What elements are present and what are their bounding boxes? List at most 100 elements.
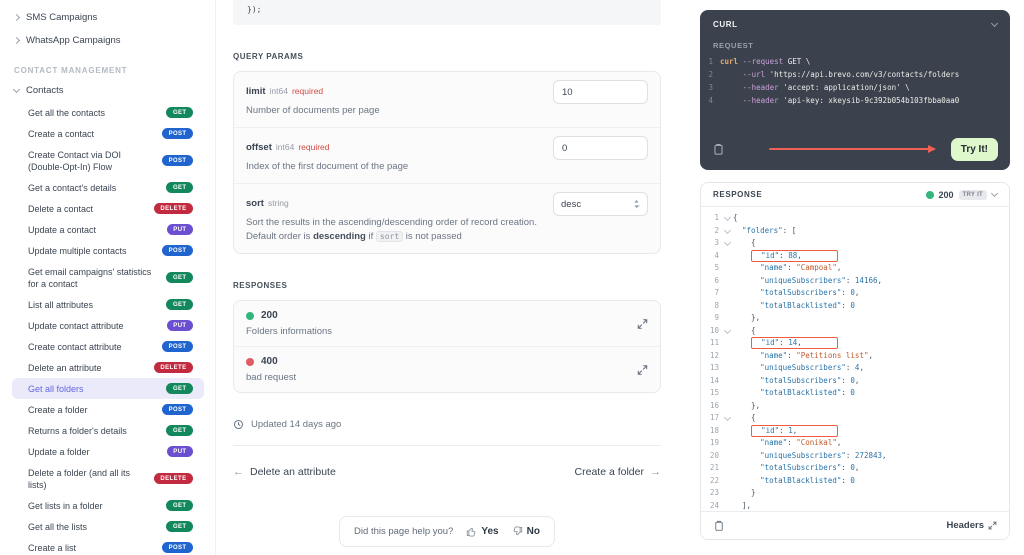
method-badge: GET	[166, 500, 193, 511]
sidebar-item-whatsapp-campaigns[interactable]: WhatsApp Campaigns	[0, 29, 215, 52]
sidebar-item-update-a-folder[interactable]: Update a folder PUT	[12, 441, 204, 462]
fold-gutter	[723, 262, 733, 275]
expand-icon[interactable]	[637, 364, 648, 375]
sidebar-item-create-contact-via-doi-double-opt-in-flow[interactable]: Create Contact via DOI (Double-Opt-In) F…	[12, 144, 204, 177]
code-token: :	[779, 338, 789, 347]
line-number: 21	[709, 463, 719, 472]
json-line-content: "totalBlacklisted": 0	[733, 300, 855, 313]
code-token	[733, 288, 760, 297]
sidebar-group-contacts[interactable]: Contacts	[0, 79, 215, 102]
param-description: Sort the results in the ascending/descen…	[246, 217, 537, 228]
sidebar-item-get-a-contact-s-details[interactable]: Get a contact's details GET	[12, 177, 204, 198]
copy-request-button[interactable]	[712, 143, 725, 156]
method-badge: POST	[162, 128, 193, 139]
method-badge: DELETE	[153, 362, 193, 373]
thumbs-down-icon	[512, 526, 523, 537]
code-token: "name"	[760, 263, 788, 272]
sidebar-item-get-email-campaigns-statistics-for-a-contact[interactable]: Get email campaigns' statistics for a co…	[12, 261, 204, 294]
line-number: 14	[709, 375, 719, 385]
code-token: ,	[854, 463, 860, 472]
json-line-content: },	[733, 312, 760, 325]
annotation-box: "id": 14,	[751, 337, 839, 349]
json-line: 1{	[701, 212, 1009, 225]
sidebar-item-label: SMS Campaigns	[26, 12, 98, 23]
code-token: {	[733, 413, 756, 422]
curl-line-content: --url 'https://api.brevo.com/v3/contacts…	[720, 68, 960, 81]
sidebar-item-get-lists-in-a-folder[interactable]: Get lists in a folder GET	[12, 495, 204, 516]
json-line-content: {	[733, 325, 756, 338]
fold-gutter	[723, 400, 733, 413]
sidebar-item-update-a-contact[interactable]: Update a contact PUT	[12, 219, 204, 240]
limit-input[interactable]	[553, 80, 648, 104]
chevron-down-icon[interactable]	[990, 189, 999, 198]
sidebar-item-create-a-folder[interactable]: Create a folder POST	[12, 399, 204, 420]
request-language-label: CURL	[713, 20, 738, 29]
expand-icon[interactable]	[637, 318, 648, 329]
offset-input[interactable]	[553, 136, 648, 160]
code-token: :	[841, 388, 851, 397]
status-dot	[925, 190, 934, 199]
code-token: "name"	[760, 438, 788, 447]
feedback-yes-button[interactable]: Yes	[466, 526, 499, 537]
sidebar-item-list-all-attributes[interactable]: List all attributes GET	[12, 294, 204, 315]
line-number: 19	[709, 438, 719, 447]
sidebar-item-delete-a-folder-and-all-its-lists[interactable]: Delete a folder (and all its lists) DELET…	[12, 462, 204, 495]
code-tail-text: });	[247, 5, 262, 14]
code-token: ,	[797, 338, 802, 347]
json-line-content: "uniqueSubscribers": 4,	[733, 362, 864, 375]
code-token	[733, 301, 760, 310]
sort-select[interactable]: desc	[553, 192, 648, 216]
sidebar-item-delete-an-attribute[interactable]: Delete an attribute DELETE	[12, 357, 204, 378]
param-type: int64	[269, 86, 288, 96]
fold-icon[interactable]	[723, 325, 733, 338]
request-panel: CURL REQUEST 1 curl --request GET \ 2 --ur…	[700, 10, 1010, 170]
sidebar-item-get-all-the-lists[interactable]: Get all the lists GET	[12, 516, 204, 537]
line-number: 8	[714, 300, 719, 310]
code-token: 0	[850, 475, 855, 485]
json-line-content: }	[733, 487, 756, 500]
fold-icon[interactable]	[723, 212, 733, 225]
copy-response-button[interactable]	[713, 520, 725, 532]
responses-box: 200 Folders informations 400 bad request	[233, 300, 661, 393]
fold-gutter	[723, 350, 733, 363]
feedback-no-button[interactable]: No	[512, 526, 540, 537]
headers-link[interactable]: Headers	[947, 520, 998, 531]
json-line-content: "totalSubscribers": 0,	[733, 375, 859, 388]
code-token: :	[787, 438, 797, 447]
code-token: :	[841, 475, 851, 485]
sidebar-item-get-all-the-contacts[interactable]: Get all the contacts GET	[12, 102, 204, 123]
fold-gutter	[723, 387, 733, 400]
fold-icon[interactable]	[723, 412, 733, 425]
next-page-link[interactable]: Create a folder →	[575, 466, 661, 478]
sidebar-item-update-contact-attribute[interactable]: Update contact attribute PUT	[12, 315, 204, 336]
sidebar-item-update-multiple-contacts[interactable]: Update multiple contacts POST	[12, 240, 204, 261]
code-token	[733, 263, 760, 272]
json-line-content: {	[733, 212, 738, 225]
code-token: "totalSubscribers"	[760, 463, 842, 472]
code-token	[733, 338, 751, 347]
sidebar-item-create-a-contact[interactable]: Create a contact POST	[12, 123, 204, 144]
prev-page-link[interactable]: ← Delete an attribute	[233, 466, 336, 478]
sidebar-item-create-a-list[interactable]: Create a list POST	[12, 537, 204, 555]
fold-icon[interactable]	[723, 225, 733, 238]
json-line: 11 "id": 14,	[701, 337, 1009, 350]
line-number: 10	[709, 325, 719, 335]
sidebar-item-delete-a-contact[interactable]: Delete a contact DELETE	[12, 198, 204, 219]
code-token: curl	[720, 57, 743, 66]
expand-icon	[988, 521, 997, 530]
sidebar-item-returns-a-folder-s-details[interactable]: Returns a folder's details GET	[12, 420, 204, 441]
json-line: 2 "folders": [	[701, 225, 1009, 238]
json-line: 22 "totalBlacklisted": 0	[701, 475, 1009, 488]
feedback-area: Did this page help you? Yes No	[233, 516, 661, 547]
sidebar-item-get-all-folders[interactable]: Get all folders GET	[12, 378, 204, 399]
sidebar-item-create-contact-attribute[interactable]: Create contact attribute POST	[12, 336, 204, 357]
sidebar-item-sms-campaigns[interactable]: SMS Campaigns	[0, 6, 215, 29]
fold-icon[interactable]	[723, 237, 733, 250]
json-line: 4 "id": 88,	[701, 249, 1009, 263]
chevron-down-icon[interactable]	[990, 19, 999, 28]
fold-gutter	[723, 462, 733, 475]
try-it-button[interactable]: Try It!	[950, 137, 998, 161]
code-token: \	[900, 83, 910, 92]
response-code-line: 200	[246, 310, 648, 321]
line-number: 4	[714, 250, 719, 260]
